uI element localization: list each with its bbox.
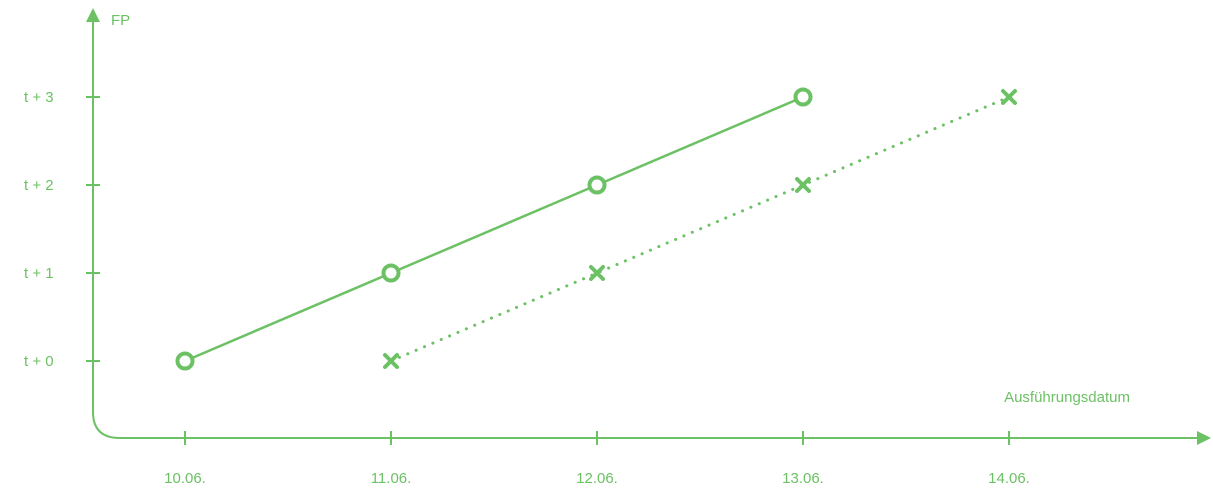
series-1-point-2 — [795, 177, 811, 193]
y-axis-title: FP — [111, 12, 130, 29]
x-tick-label-0: 10.06. — [164, 470, 206, 487]
series-1-point-0 — [383, 353, 399, 369]
y-tick-label-2: t + 2 — [24, 177, 54, 194]
series-0-point-3 — [793, 87, 813, 107]
x-axis-arrow — [1197, 431, 1211, 445]
y-tick-label-3: t + 3 — [24, 89, 54, 106]
series-1-point-1 — [589, 265, 605, 281]
series-0-line — [184, 95, 804, 363]
x-tick-label-4: 14.06. — [988, 470, 1030, 487]
series-1-line — [389, 95, 1011, 363]
series-0-point-0 — [175, 351, 195, 371]
y-tick-label-0: t + 0 — [24, 353, 54, 370]
y-tick-label-1: t + 1 — [24, 265, 54, 282]
series-0-point-2 — [587, 175, 607, 195]
x-tick-label-3: 13.06. — [782, 470, 824, 487]
series-1-point-3 — [1001, 89, 1017, 105]
x-tick-label-2: 12.06. — [576, 470, 618, 487]
series-0-point-1 — [381, 263, 401, 283]
ticks-layer: 10.06. 11.06. 12.06. 13.06. 14.06. t + 0 t + 1… — [24, 89, 1030, 487]
y-axis-arrow — [86, 8, 100, 22]
series-layer — [175, 87, 1017, 371]
x-tick-label-1: 11.06. — [371, 470, 412, 487]
chart-axes — [92, 22, 1200, 439]
x-axis-title: Ausführungsdatum — [1004, 389, 1130, 406]
